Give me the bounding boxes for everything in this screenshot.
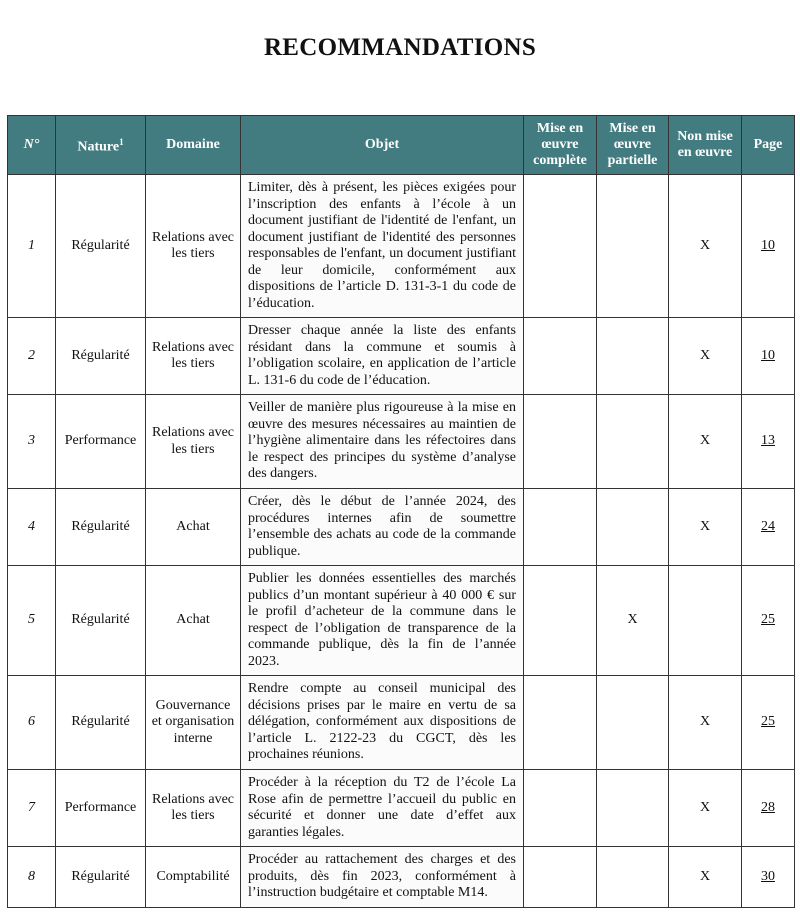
table-row: 8 Régularité Comptabilité Procéder au ratta… (7, 846, 795, 908)
page-link[interactable]: 10 (761, 237, 775, 253)
cell-objet: Procéder au rattachement des charges et … (240, 846, 524, 908)
cell-num: 2 (7, 317, 56, 395)
page-link[interactable]: 25 (761, 612, 775, 628)
cell-page: 13 (741, 394, 795, 489)
cell-nature: Régularité (55, 317, 146, 395)
cell-num: 5 (7, 565, 56, 676)
table-row: 5 Régularité Achat Publier les données esse… (7, 565, 795, 676)
cell-nature: Performance (55, 394, 146, 489)
cell-objet: Publier les données essentielles des mar… (240, 565, 524, 676)
cell-objet: Rendre compte au conseil municipal des d… (240, 675, 524, 770)
cell-non: X (668, 769, 742, 847)
table-header: N° Nature1 Domaine Objet Mise en œuvre c… (7, 115, 795, 175)
cell-non: X (668, 394, 742, 489)
page-link[interactable]: 24 (761, 518, 775, 534)
cell-partielle (596, 394, 669, 489)
cell-non: X (668, 675, 742, 770)
cell-non: X (668, 846, 742, 908)
header-nature: Nature1 (55, 115, 146, 175)
cell-page: 25 (741, 675, 795, 770)
cell-num: 7 (7, 769, 56, 847)
cell-complete (523, 846, 597, 908)
table-row: 4 Régularité Achat Créer, dès le début de l… (7, 488, 795, 566)
header-domaine: Domaine (145, 115, 241, 175)
cell-nature: Performance (55, 769, 146, 847)
cell-num: 6 (7, 675, 56, 770)
header-num: N° (7, 115, 56, 175)
cell-partielle (596, 846, 669, 908)
cell-num: 1 (7, 174, 56, 318)
cell-domaine: Gouvernance et organisation interne (145, 675, 241, 770)
cell-objet: Créer, dès le début de l’année 2024, des… (240, 488, 524, 566)
cell-complete (523, 174, 597, 318)
table-row: 3 Performance Relations avec les tiers Veil… (7, 394, 795, 489)
cell-nature: Régularité (55, 846, 146, 908)
cell-domaine: Relations avec les tiers (145, 394, 241, 489)
cell-nature: Régularité (55, 174, 146, 318)
page-link[interactable]: 10 (761, 347, 775, 363)
cell-nature: Régularité (55, 488, 146, 566)
cell-complete (523, 394, 597, 489)
cell-complete (523, 317, 597, 395)
cell-page: 10 (741, 174, 795, 318)
table-row: 6 Régularité Gouvernance et organisation i… (7, 675, 795, 770)
cell-objet: Dresser chaque année la liste des enfant… (240, 317, 524, 395)
cell-objet: Limiter, dès à présent, les pièces exigé… (240, 174, 524, 318)
cell-domaine: Relations avec les tiers (145, 317, 241, 395)
cell-partielle (596, 317, 669, 395)
page-title: RECOMMANDATIONS (263, 34, 537, 61)
cell-partielle (596, 488, 669, 566)
cell-domaine: Achat (145, 565, 241, 676)
cell-objet: Procéder à la réception du T2 de l’école… (240, 769, 524, 847)
header-partielle: Mise en œuvre partielle (596, 115, 669, 175)
cell-domaine: Relations avec les tiers (145, 174, 241, 318)
cell-domaine: Achat (145, 488, 241, 566)
recommendations-table: N° Nature1 Domaine Objet Mise en œuvre c… (7, 115, 795, 908)
cell-page: 30 (741, 846, 795, 908)
cell-partielle: X (596, 565, 669, 676)
page-link[interactable]: 28 (761, 799, 775, 815)
cell-complete (523, 769, 597, 847)
cell-complete (523, 565, 597, 676)
table-row: 1 Régularité Relations avec les tiers Limit… (7, 174, 795, 318)
cell-nature: Régularité (55, 565, 146, 676)
header-nature-label: Nature (77, 139, 120, 155)
header-num-label: N° (23, 137, 40, 152)
page-link[interactable]: 13 (761, 433, 775, 449)
cell-partielle (596, 675, 669, 770)
cell-num: 8 (7, 846, 56, 908)
cell-complete (523, 675, 597, 770)
cell-complete (523, 488, 597, 566)
cell-num: 4 (7, 488, 56, 566)
cell-objet: Veiller de manière plus rigoureuse à la … (240, 394, 524, 489)
cell-partielle (596, 174, 669, 318)
cell-non: X (668, 174, 742, 318)
cell-non (668, 565, 742, 676)
cell-page: 24 (741, 488, 795, 566)
table-row: 2 Régularité Relations avec les tiers Dress… (7, 317, 795, 395)
page-link[interactable]: 25 (761, 714, 775, 730)
cell-page: 25 (741, 565, 795, 676)
cell-non: X (668, 317, 742, 395)
cell-num: 3 (7, 394, 56, 489)
header-complete: Mise en œuvre complète (523, 115, 597, 175)
header-objet: Objet (240, 115, 524, 175)
cell-page: 10 (741, 317, 795, 395)
cell-page: 28 (741, 769, 795, 847)
cell-partielle (596, 769, 669, 847)
cell-domaine: Comptabilité (145, 846, 241, 908)
page-link[interactable]: 30 (761, 868, 775, 884)
header-page: Page (741, 115, 795, 175)
footnote-ref: 1 (119, 137, 124, 148)
cell-domaine: Relations avec les tiers (145, 769, 241, 847)
header-non: Non mise en œuvre (668, 115, 742, 175)
cell-nature: Régularité (55, 675, 146, 770)
table-row: 7 Performance Relations avec les tiers Proc… (7, 769, 795, 847)
cell-non: X (668, 488, 742, 566)
